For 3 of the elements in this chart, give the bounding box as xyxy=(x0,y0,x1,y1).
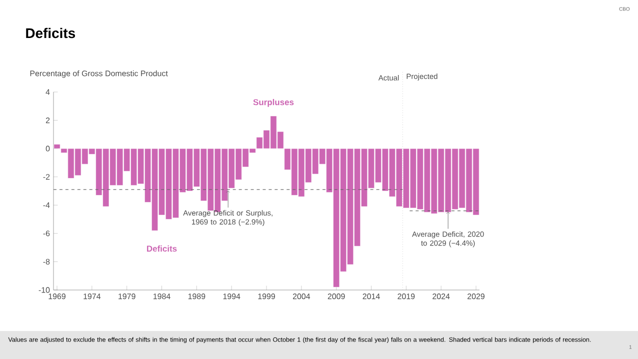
chart-title: Deficits xyxy=(26,28,76,38)
annotation: Surpluses xyxy=(253,98,294,107)
annotation: Deficits xyxy=(147,245,177,252)
